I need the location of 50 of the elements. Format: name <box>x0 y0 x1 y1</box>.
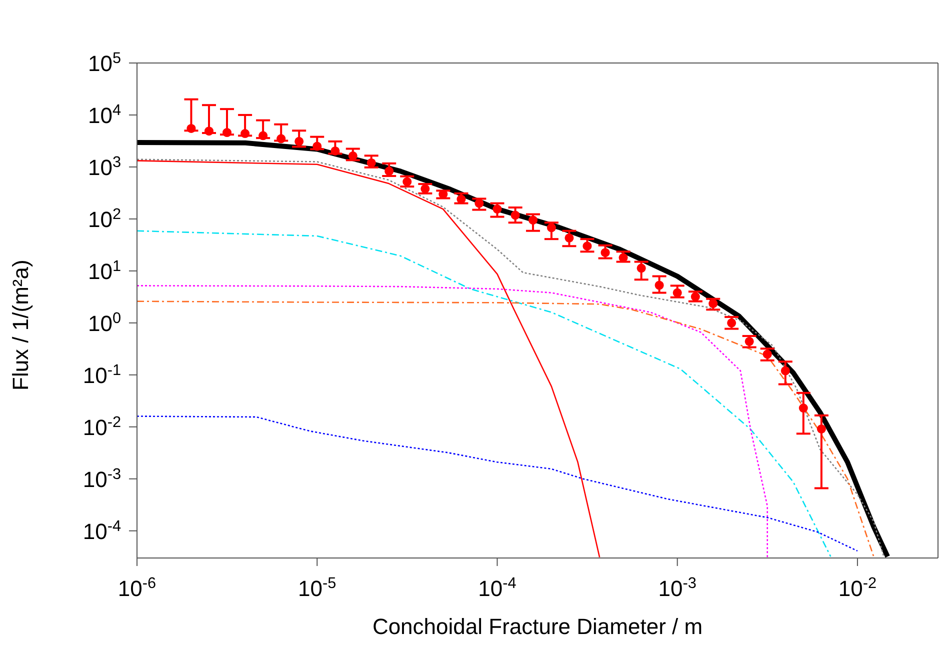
point <box>492 204 502 214</box>
point <box>636 264 646 273</box>
y-tick-label: 10$^{-4}$ <box>82 517 122 544</box>
point <box>690 292 700 302</box>
x-tick-label: 10$^{-6}$ <box>118 574 156 601</box>
y-axis-title: Flux / 1/(m²a) <box>8 260 33 390</box>
point <box>420 184 430 194</box>
y-tick-label: 10$^{1}$ <box>88 257 121 284</box>
point <box>204 126 214 136</box>
point <box>258 131 268 140</box>
y-tick-label: 10$^{4}$ <box>88 101 122 128</box>
point <box>510 210 520 220</box>
point <box>546 223 556 232</box>
y-tick-label: 10$^{5}$ <box>88 50 121 76</box>
point <box>402 177 412 186</box>
point <box>816 424 826 434</box>
y-tick-label: 10$^{-3}$ <box>82 465 121 492</box>
point <box>294 136 304 146</box>
point <box>240 129 250 138</box>
point <box>222 128 232 138</box>
point <box>348 151 358 160</box>
x-axis-title: Conchoidal Fracture Diameter / m <box>372 614 703 639</box>
point <box>600 248 610 258</box>
point <box>564 233 574 242</box>
y-tick-label: 10$^{3}$ <box>88 153 121 180</box>
point <box>780 366 790 376</box>
y-tick-label: 10$^{-1}$ <box>82 361 121 388</box>
point <box>366 158 376 168</box>
point <box>672 288 682 298</box>
point <box>762 350 772 359</box>
y-tick-label: 10$^{-2}$ <box>82 413 121 440</box>
y-tick-label: 10$^{0}$ <box>88 309 121 336</box>
point <box>276 134 286 144</box>
point <box>582 242 592 251</box>
point <box>727 318 736 328</box>
x-tick-label: 10$^{-5}$ <box>298 574 336 601</box>
point <box>384 166 394 176</box>
x-tick-label: 10$^{-4}$ <box>478 574 517 601</box>
point <box>654 280 664 290</box>
point <box>474 198 484 208</box>
x-tick-label: 10$^{-3}$ <box>658 574 696 601</box>
point <box>312 142 322 151</box>
point <box>186 124 196 133</box>
point <box>330 146 340 156</box>
point <box>798 404 808 413</box>
y-tick-label: 10$^{2}$ <box>88 205 121 232</box>
point <box>744 336 754 346</box>
point <box>708 299 718 308</box>
x-tick-label: 10$^{-2}$ <box>838 574 877 601</box>
point <box>528 216 538 225</box>
